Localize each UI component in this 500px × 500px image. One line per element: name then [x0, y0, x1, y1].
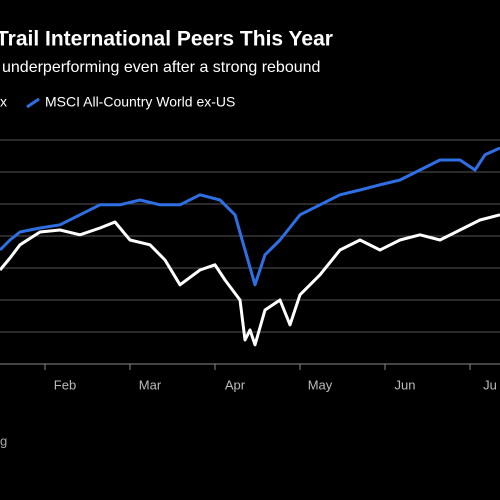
x-tick-label: Mar: [139, 377, 162, 392]
x-tick-label: Apr: [225, 377, 246, 392]
series-line: [0, 146, 500, 287]
source: g: [0, 433, 7, 448]
x-tick-label: May: [308, 377, 333, 392]
x-tick-label: Ju: [483, 377, 497, 392]
x-tick-label: Feb: [54, 377, 76, 392]
legend-label: x: [0, 94, 7, 110]
series-line: [0, 213, 500, 347]
chart-title: Trail International Peers This Year: [0, 28, 333, 51]
chart-subtitle: underperforming even after a strong rebo…: [2, 59, 320, 76]
x-tick-label: Jun: [395, 377, 416, 392]
legend-label: MSCI All-Country World ex-US: [45, 94, 235, 110]
legend-swatch: [26, 97, 40, 109]
